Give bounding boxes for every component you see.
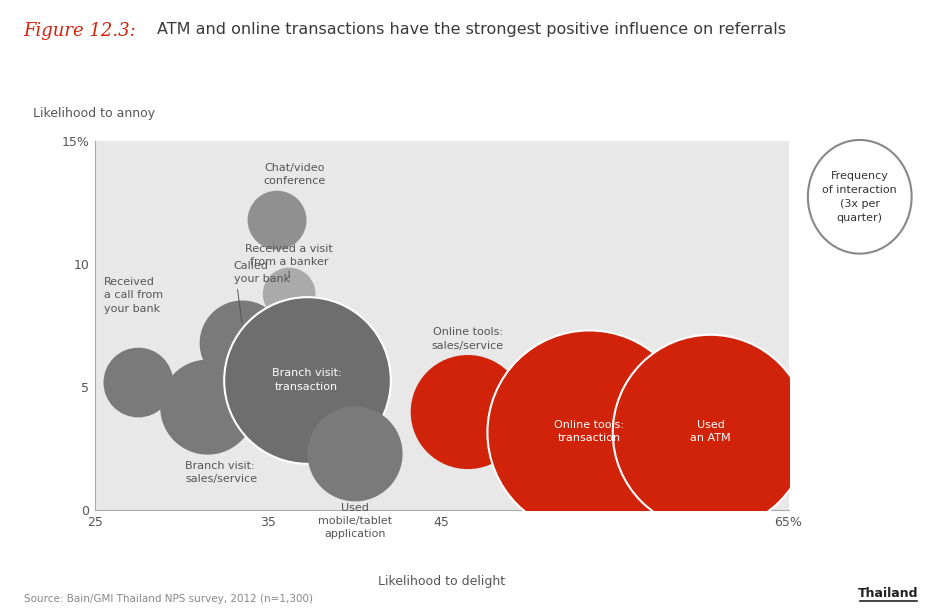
Text: Called
your bank: Called your bank (234, 261, 290, 284)
Point (270, 215, 285, 225)
Point (235, 338, 250, 348)
Text: Frequency
of interaction
(3x per
quarter): Frequency of interaction (3x per quarter… (823, 171, 897, 223)
Point (200, 402, 216, 412)
Text: Received
a call from
your bank: Received a call from your bank (104, 277, 162, 314)
Text: Likelihood to delight: Likelihood to delight (378, 574, 505, 588)
Point (460, 407, 475, 417)
Point (703, 427, 718, 437)
Text: Thailand: Thailand (858, 587, 919, 600)
Text: Online tools:
transaction: Online tools: transaction (554, 420, 624, 443)
Point (281, 289, 296, 299)
Text: Figure 12.3:: Figure 12.3: (24, 22, 137, 39)
Text: Source: Bain/GMI Thailand NPS survey, 2012 (n=1,300): Source: Bain/GMI Thailand NPS survey, 20… (24, 594, 313, 604)
Text: Used
mobile/tablet
application: Used mobile/tablet application (318, 503, 392, 539)
Text: Online tools:
sales/service: Online tools: sales/service (431, 327, 504, 351)
Point (299, 375, 314, 385)
Text: Used
an ATM: Used an ATM (690, 420, 731, 443)
Text: Likelihood to annoy: Likelihood to annoy (33, 107, 156, 121)
Text: Received a visit
from a banker: Received a visit from a banker (245, 244, 333, 267)
Point (131, 378, 146, 387)
Point (348, 449, 363, 459)
Text: Branch visit:
sales/service: Branch visit: sales/service (185, 461, 257, 485)
Text: Branch visit:
transaction: Branch visit: transaction (272, 368, 341, 392)
Text: ATM and online transactions have the strongest positive influence on referrals: ATM and online transactions have the str… (157, 22, 786, 36)
Point (581, 427, 597, 437)
Text: Chat/video
conference: Chat/video conference (263, 162, 326, 186)
